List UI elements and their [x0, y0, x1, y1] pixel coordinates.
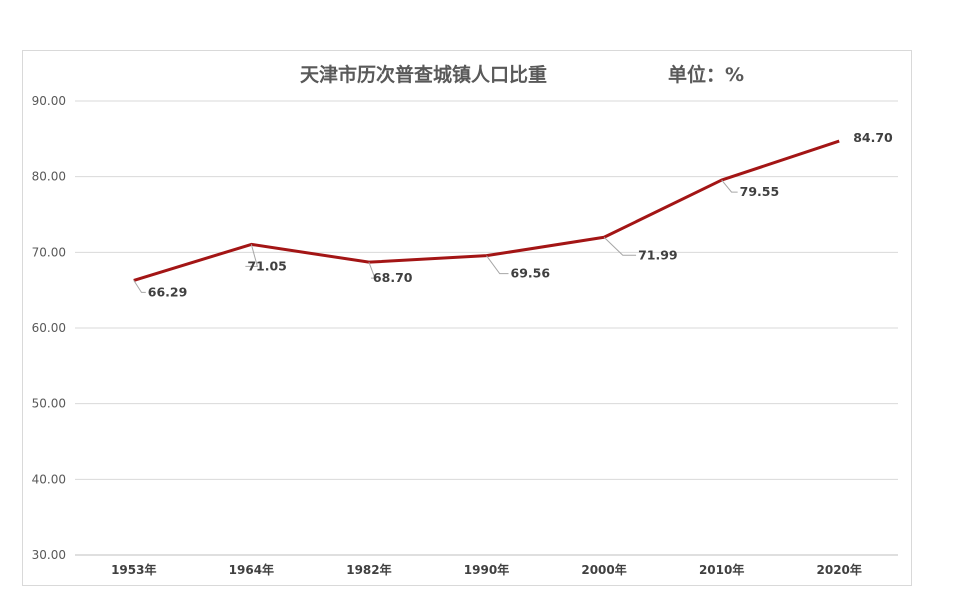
- unit-label: 单位：%: [668, 64, 745, 86]
- data-label-leader: [603, 236, 637, 256]
- series-polyline: [133, 139, 840, 282]
- chart-frame: [22, 50, 912, 586]
- data-label: 66.29: [148, 284, 188, 299]
- data-label: 84.70: [853, 130, 893, 145]
- y-tick-label: 90.00: [32, 94, 66, 108]
- x-tick-label: 1953年: [111, 562, 156, 577]
- data-label-leader: [486, 255, 509, 275]
- x-axis-ticks: 1953年 1964年 1982年 1990年 2000年 2010年 2020年: [111, 562, 862, 577]
- series-line: [133, 139, 840, 282]
- chart-title: 天津市历次普查城镇人口比重: [300, 64, 548, 86]
- x-tick-label: 2000年: [581, 562, 626, 577]
- x-tick-label: 1964年: [229, 562, 274, 577]
- x-tick-label: 2010年: [699, 562, 744, 577]
- data-label: 68.70: [373, 270, 413, 285]
- data-label-leader: [133, 280, 146, 293]
- y-tick-label: 70.00: [32, 245, 66, 259]
- y-tick-label: 50.00: [32, 397, 66, 411]
- data-label: 71.05: [247, 258, 287, 273]
- data-label: 69.56: [511, 266, 551, 281]
- x-tick-label: 2020年: [817, 562, 862, 577]
- data-label: 71.99: [638, 247, 678, 262]
- y-tick-label: 30.00: [32, 548, 66, 562]
- data-label-leader: [721, 179, 738, 193]
- gridlines: [75, 100, 898, 556]
- y-tick-label: 40.00: [32, 472, 66, 486]
- data-label-leader: [368, 261, 376, 279]
- data-labels: 66.29 71.05 68.70 69.56 71.99 79.55 84.70: [133, 130, 893, 299]
- data-label-leader: [245, 244, 259, 267]
- y-axis-ticks: 30.00 40.00 50.00 60.00 70.00 80.00 90.00: [32, 94, 66, 562]
- x-tick-label: 1990年: [464, 562, 509, 577]
- y-tick-label: 80.00: [32, 170, 66, 184]
- x-tick-label: 1982年: [346, 562, 391, 577]
- y-tick-label: 60.00: [32, 321, 66, 335]
- data-label: 79.55: [740, 184, 780, 199]
